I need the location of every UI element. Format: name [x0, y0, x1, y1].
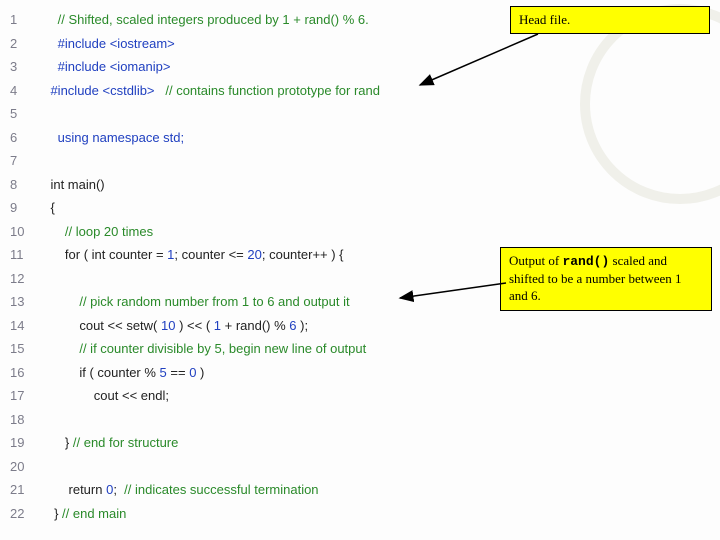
line-number: 13	[6, 290, 36, 314]
decorative-circle	[580, 4, 720, 204]
line-number: 12	[6, 267, 36, 291]
code-content: // loop 20 times	[36, 220, 153, 244]
line-number: 3	[6, 55, 36, 79]
code-line: 6 using namespace std;	[6, 126, 446, 150]
code-line: 17 cout << endl;	[6, 384, 446, 408]
callout-text-mono: rand()	[562, 254, 609, 269]
code-content: return 0; // indicates successful termin…	[36, 478, 319, 502]
code-content: #include <iostream>	[36, 32, 175, 56]
line-number: 2	[6, 32, 36, 56]
code-content: {	[36, 196, 55, 220]
line-number: 9	[6, 196, 36, 220]
code-line: 11 for ( int counter = 1; counter <= 20;…	[6, 243, 446, 267]
line-number: 5	[6, 102, 36, 126]
code-content: } // end main	[36, 502, 126, 526]
code-content: for ( int counter = 1; counter <= 20; co…	[36, 243, 344, 267]
line-number: 14	[6, 314, 36, 338]
callout-text-pre: Output of	[509, 253, 562, 268]
code-line: 15 // if counter divisible by 5, begin n…	[6, 337, 446, 361]
line-number: 1	[6, 8, 36, 32]
code-line: 22 } // end main	[6, 502, 446, 526]
callout-text: Head file.	[519, 12, 570, 27]
code-line: 10 // loop 20 times	[6, 220, 446, 244]
code-line: 5	[6, 102, 446, 126]
code-content: #include <cstdlib> // contains function …	[36, 79, 380, 103]
code-line: 20	[6, 455, 446, 479]
code-line: 18	[6, 408, 446, 432]
line-number: 18	[6, 408, 36, 432]
line-number: 8	[6, 173, 36, 197]
line-number: 17	[6, 384, 36, 408]
code-content: int main()	[36, 173, 105, 197]
code-content: if ( counter % 5 == 0 )	[36, 361, 204, 385]
line-number: 6	[6, 126, 36, 150]
code-line: 16 if ( counter % 5 == 0 )	[6, 361, 446, 385]
code-line: 21 return 0; // indicates successful ter…	[6, 478, 446, 502]
line-number: 19	[6, 431, 36, 455]
code-line: 3 #include <iomanip>	[6, 55, 446, 79]
code-content: // pick random number from 1 to 6 and ou…	[36, 290, 350, 314]
code-line: 19 } // end for structure	[6, 431, 446, 455]
code-content: #include <iomanip>	[36, 55, 170, 79]
code-line: 9 {	[6, 196, 446, 220]
line-number: 22	[6, 502, 36, 526]
code-listing: 1 // Shifted, scaled integers produced b…	[6, 8, 446, 525]
code-line: 1 // Shifted, scaled integers produced b…	[6, 8, 446, 32]
code-line: 2 #include <iostream>	[6, 32, 446, 56]
code-line: 7	[6, 149, 446, 173]
code-content: // if counter divisible by 5, begin new …	[36, 337, 366, 361]
line-number: 7	[6, 149, 36, 173]
line-number: 21	[6, 478, 36, 502]
code-line: 4 #include <cstdlib> // contains functio…	[6, 79, 446, 103]
line-number: 16	[6, 361, 36, 385]
code-line: 13 // pick random number from 1 to 6 and…	[6, 290, 446, 314]
callout-head-file: Head file.	[510, 6, 710, 34]
code-content: using namespace std;	[36, 126, 184, 150]
code-content: } // end for structure	[36, 431, 178, 455]
line-number: 10	[6, 220, 36, 244]
code-content: // Shifted, scaled integers produced by …	[36, 8, 369, 32]
code-content: cout << endl;	[36, 384, 169, 408]
line-number: 11	[6, 243, 36, 267]
code-line: 8 int main()	[6, 173, 446, 197]
line-number: 15	[6, 337, 36, 361]
callout-rand-output: Output of rand() scaled and shifted to b…	[500, 247, 712, 311]
code-line: 12	[6, 267, 446, 291]
code-line: 14 cout << setw( 10 ) << ( 1 + rand() % …	[6, 314, 446, 338]
code-content: cout << setw( 10 ) << ( 1 + rand() % 6 )…	[36, 314, 308, 338]
line-number: 20	[6, 455, 36, 479]
line-number: 4	[6, 79, 36, 103]
